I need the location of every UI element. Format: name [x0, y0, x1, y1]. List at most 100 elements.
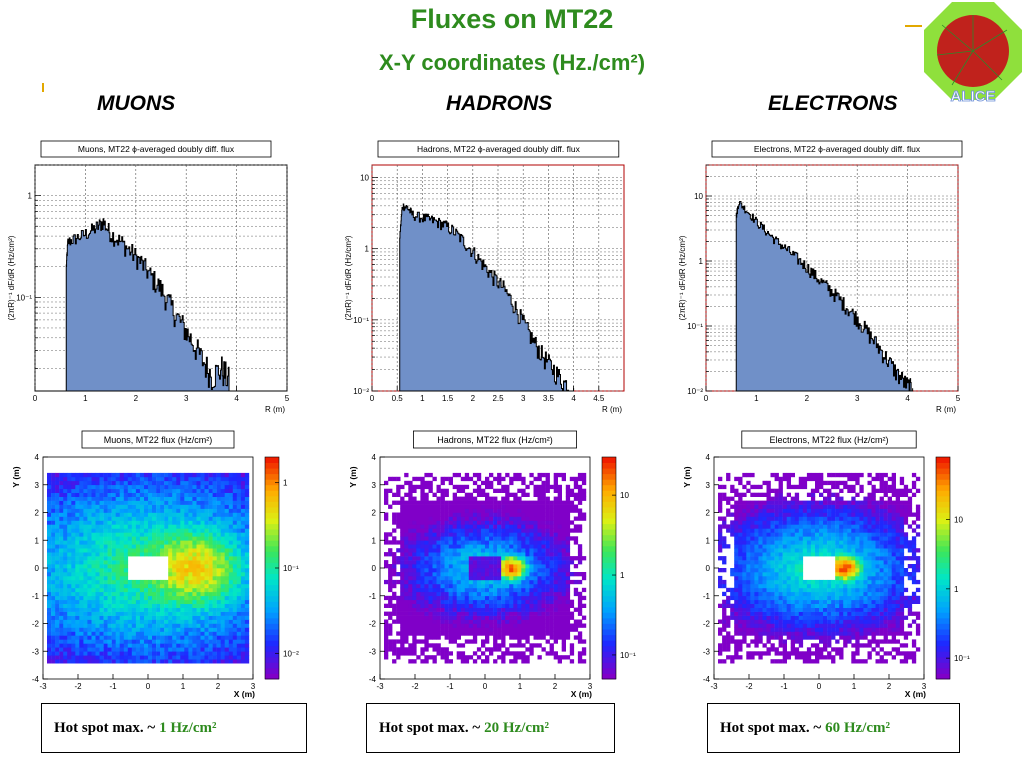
y-tick-label: 3: [35, 481, 40, 490]
y-tick-label: 0: [372, 564, 377, 573]
heatmap-cells: [47, 472, 250, 664]
hotspot-box-electrons: Hot spot max. ~ 60 Hz/cm²: [707, 703, 960, 753]
hotspot-box-hadrons: Hot spot max. ~ 20 Hz/cm²: [366, 703, 615, 753]
chart-title: Muons, MT22 flux (Hz/cm²): [104, 435, 213, 445]
histogram-area: [399, 203, 575, 392]
y-tick-label: 10⁻²: [687, 387, 703, 396]
y-axis-label: (2πR)⁻¹ dF/dR (Hz/cm²): [7, 235, 16, 320]
x-tick-label: 0: [704, 394, 709, 403]
x-tick-label: 0.5: [392, 394, 404, 403]
x-tick-label: 4.5: [593, 394, 605, 403]
y-tick-label: 3: [706, 481, 711, 490]
hotspot-value: 20 Hz/cm²: [484, 719, 550, 736]
chart-title: Hadrons, MT22 ϕ-averaged doubly diff. fl…: [417, 144, 581, 154]
y-tick-label: 1: [28, 192, 33, 201]
muons-histogram: 0 1 2 3 4 5 10⁻¹ 1 Muons, MT22 ϕ-averaged doubly…: [5, 137, 295, 420]
x-tick-label: 1: [181, 682, 186, 691]
x-tick-label: 1.5: [442, 394, 454, 403]
colorbar-tick-label: 1: [954, 585, 959, 594]
y-tick-label: 1: [35, 536, 40, 545]
y-tick-label: 10: [694, 192, 703, 201]
histogram-area: [735, 201, 914, 392]
x-axis-label: X (m): [234, 689, 255, 699]
x-tick-label: 3: [588, 682, 593, 691]
x-tick-label: 1: [852, 682, 857, 691]
x-tick-label: 3: [184, 394, 189, 403]
chart-title-box: Muons, MT22 ϕ-averaged doubly diff. flux: [40, 140, 272, 158]
colorbar-tick-label: 10⁻¹: [620, 651, 636, 660]
y-axis-label: (2πR)⁻¹ dF/dR (Hz/cm²): [344, 235, 353, 320]
column-header-hadrons: HADRONS: [446, 92, 553, 115]
x-tick-label: 0: [370, 394, 375, 403]
y-tick-label: -1: [369, 592, 377, 601]
y-tick-label: 2: [35, 509, 40, 518]
y-tick-label: 2: [706, 509, 711, 518]
x-tick-label: -3: [376, 682, 384, 691]
x-tick-label: -2: [74, 682, 82, 691]
y-tick-label: -2: [369, 620, 377, 629]
y-tick-label: 3: [372, 481, 377, 490]
x-tick-label: 2: [553, 682, 558, 691]
colorbar-tick-label: 10: [954, 516, 963, 525]
hadrons-histogram: 0 0.5 1 1.5 2 2.5 3 3.5 4 4.5 10⁻² 10⁻¹ 1 10 Hadrons, …: [342, 137, 632, 420]
y-tick-label: 10⁻¹: [687, 322, 703, 331]
x-tick-label: 0: [146, 682, 151, 691]
x-tick-label: -1: [446, 682, 454, 691]
y-tick-label: 0: [35, 564, 40, 573]
chart-title-box: Electrons, MT22 flux (Hz/cm²): [741, 430, 917, 449]
x-tick-label: 3: [521, 394, 526, 403]
x-tick-label: 3: [922, 682, 927, 691]
heatmap-cells: [384, 472, 587, 664]
x-tick-label: 5: [956, 394, 961, 403]
y-tick-label: 10: [360, 174, 369, 183]
y-tick-label: -3: [32, 647, 40, 656]
x-tick-label: 1: [83, 394, 88, 403]
y-axis-label: Y (m): [348, 466, 358, 487]
y-tick-label: -2: [703, 620, 711, 629]
x-tick-label: 1: [420, 394, 425, 403]
chart-title: Electrons, MT22 ϕ-averaged doubly diff. …: [754, 144, 921, 154]
y-tick-label: 1: [365, 245, 370, 254]
y-tick-label: 0: [706, 564, 711, 573]
colorbar-tick-label: 10⁻²: [283, 649, 299, 658]
colorbar: [601, 456, 617, 680]
y-tick-label: -1: [32, 592, 40, 601]
decorative-mark: [42, 83, 44, 92]
y-tick-label: -3: [703, 647, 711, 656]
x-tick-label: 2: [134, 394, 139, 403]
decorative-dash: [905, 25, 923, 27]
x-tick-label: 2: [216, 682, 221, 691]
x-tick-label: 1: [518, 682, 523, 691]
chart-title-box: Hadrons, MT22 ϕ-averaged doubly diff. fl…: [377, 140, 620, 158]
colorbar: [264, 456, 280, 680]
x-tick-label: 3: [855, 394, 860, 403]
x-tick-label: 2: [471, 394, 476, 403]
x-tick-label: 2: [887, 682, 892, 691]
hotspot-value: 1 Hz/cm²: [159, 719, 217, 736]
y-tick-label: -3: [369, 647, 377, 656]
x-tick-label: -2: [411, 682, 419, 691]
y-tick-label: -1: [703, 592, 711, 601]
chart-title-box: Hadrons, MT22 flux (Hz/cm²): [413, 430, 577, 449]
x-tick-label: 3: [251, 682, 256, 691]
x-tick-label: -3: [39, 682, 47, 691]
chart-title: Muons, MT22 ϕ-averaged doubly diff. flux: [78, 144, 235, 154]
x-tick-label: 2.5: [492, 394, 504, 403]
histogram-area: [65, 218, 230, 392]
electrons-flux-map: -3 -2 -1 0 1 2 3 -4 -3 -2 -1 0 1 2 3 4 10⁻¹ 1 10 Electrons,…: [676, 427, 976, 704]
hotspot-label: Hot spot max. ~: [54, 719, 156, 736]
y-tick-label: 10⁻¹: [16, 293, 32, 302]
column-header-electrons: ELECTRONS: [768, 92, 898, 115]
y-tick-label: -4: [32, 675, 40, 684]
hotspot-value: 60 Hz/cm²: [825, 719, 891, 736]
colorbar-tick-label: 10⁻¹: [283, 564, 299, 573]
x-tick-label: 1: [754, 394, 759, 403]
x-tick-label: 3.5: [543, 394, 555, 403]
x-tick-label: 4: [234, 394, 239, 403]
hotspot-box-muons: Hot spot max. ~ 1 Hz/cm²: [41, 703, 307, 753]
x-tick-label: -1: [780, 682, 788, 691]
x-tick-label: 0: [33, 394, 38, 403]
y-tick-label: 1: [699, 257, 704, 266]
colorbar: [935, 456, 951, 680]
x-tick-label: 4: [905, 394, 910, 403]
